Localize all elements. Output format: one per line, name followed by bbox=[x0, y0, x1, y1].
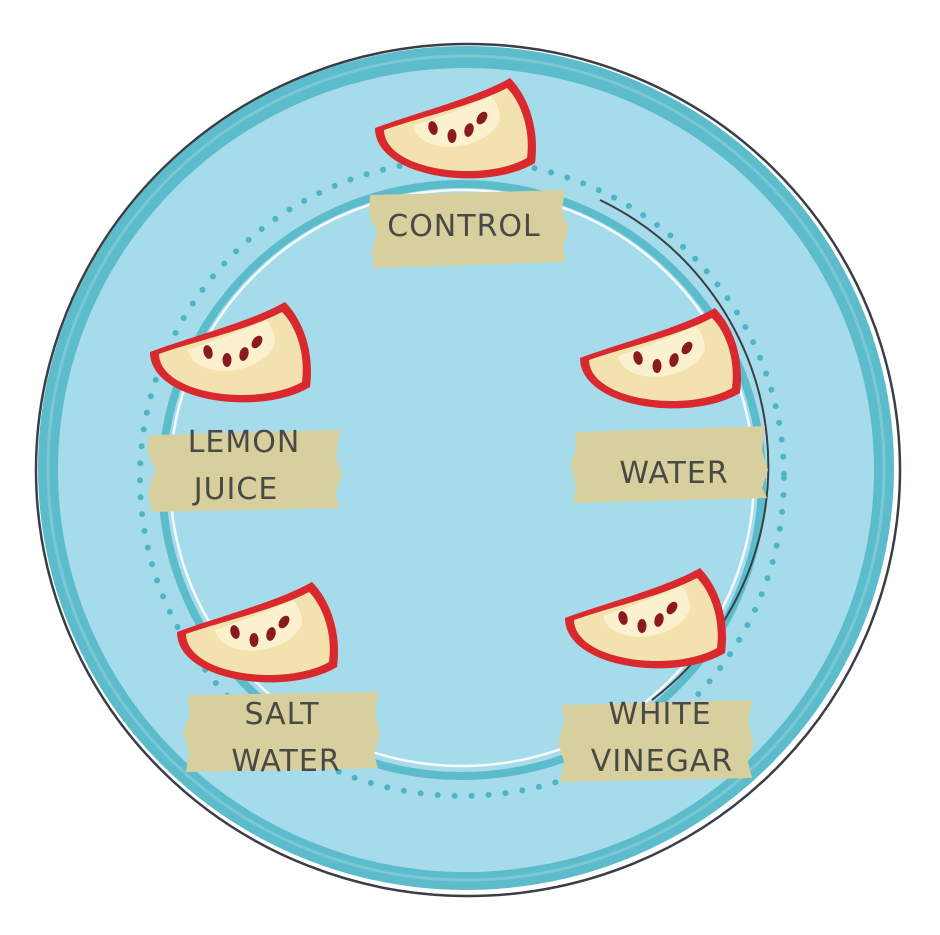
tape-strip bbox=[147, 430, 342, 512]
plate-rim-highlight bbox=[46, 54, 886, 882]
tape-lemon-juice: LEMON JUICE bbox=[147, 425, 342, 512]
plate-dotted-ring bbox=[137, 157, 787, 799]
tape-strip bbox=[369, 190, 568, 268]
tape-strip bbox=[570, 426, 768, 503]
label-lemon-juice-line2: JUICE bbox=[192, 472, 279, 507]
label-water: WATER bbox=[619, 456, 728, 491]
tape-water: WATER bbox=[570, 426, 768, 503]
label-lemon-juice-line1: LEMON bbox=[188, 425, 301, 460]
tape-salt-water: SALT WATER bbox=[183, 692, 380, 779]
label-white-vinegar-line1: WHITE bbox=[608, 697, 711, 732]
label-salt-water-line1: SALT bbox=[244, 697, 319, 732]
tape-strip bbox=[558, 700, 754, 782]
label-white-vinegar-line2: VINEGAR bbox=[591, 744, 733, 779]
tape-strip bbox=[183, 692, 380, 772]
label-salt-water-line2: WATER bbox=[231, 744, 340, 779]
plate-shadow-outline bbox=[34, 42, 902, 898]
tape-white-vinegar: WHITE VINEGAR bbox=[558, 697, 754, 782]
tape-control: CONTROL bbox=[369, 190, 568, 268]
label-control: CONTROL bbox=[387, 209, 541, 244]
